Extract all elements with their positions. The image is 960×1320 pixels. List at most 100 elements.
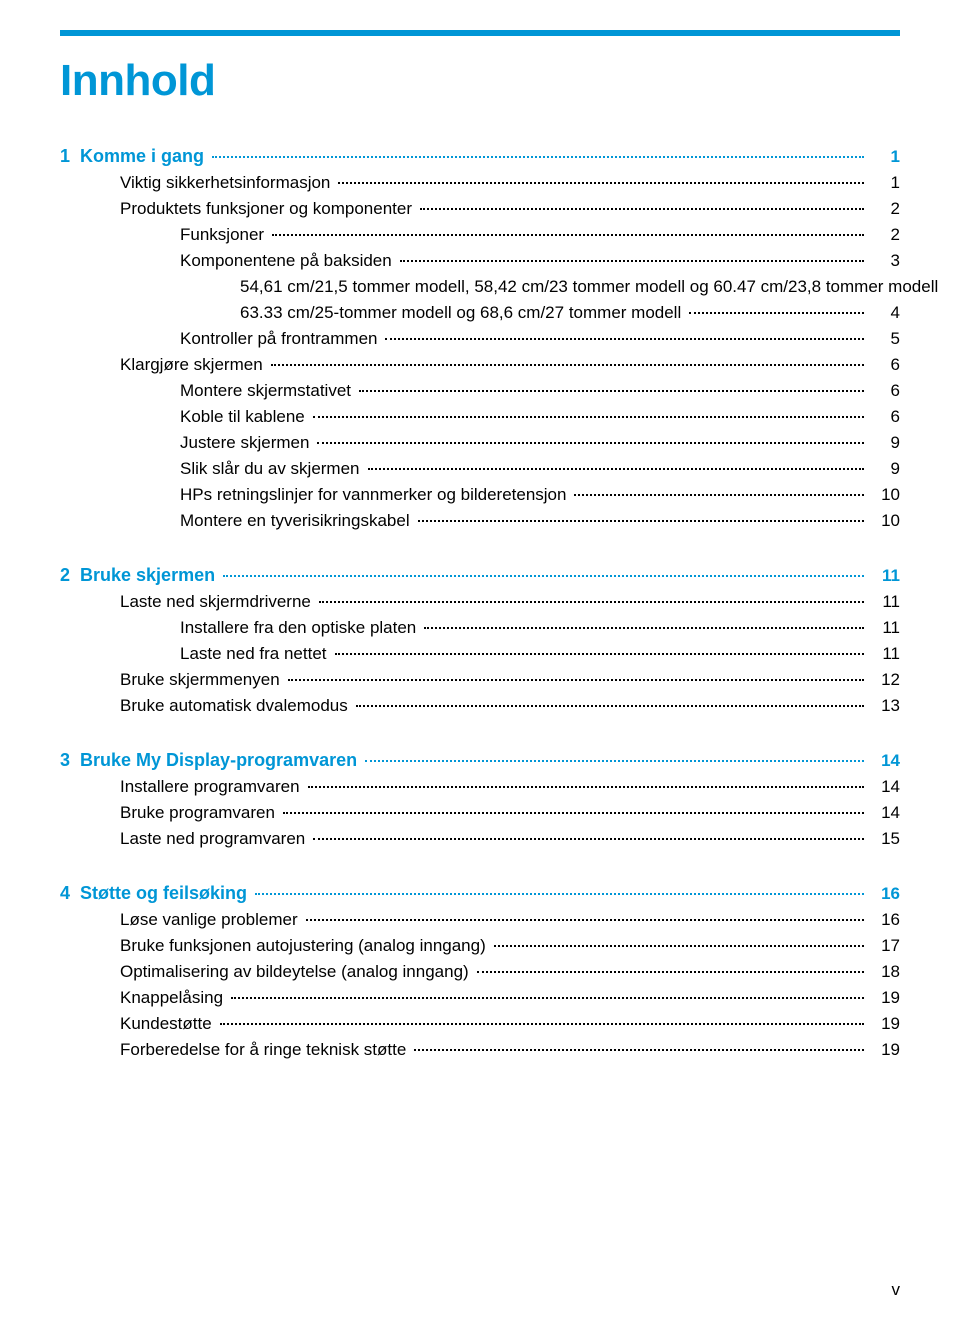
toc-entry-page: 3 <box>868 251 900 271</box>
page-number: v <box>892 1280 901 1300</box>
toc-entry-label: Viktig sikkerhetsinformasjon <box>120 173 334 193</box>
section-gap <box>60 855 900 883</box>
toc-leader-dots <box>368 468 864 470</box>
toc-entry[interactable]: Bruke skjermmenyen12 <box>60 670 900 690</box>
toc-entry[interactable]: Installere programvaren 14 <box>60 777 900 797</box>
toc-entry-label: Slik slår du av skjermen <box>180 459 364 479</box>
toc-leader-dots <box>220 1023 864 1025</box>
toc-entry[interactable]: Justere skjermen9 <box>60 433 900 453</box>
toc-entry[interactable]: Montere en tyverisikringskabel 10 <box>60 511 900 531</box>
toc-entry-page: 10 <box>868 485 900 505</box>
toc-entry-label: Knappelåsing <box>120 988 227 1008</box>
toc-entry-page: 1 <box>868 173 900 193</box>
toc-entry-label: Laste ned skjermdriverne <box>120 592 315 612</box>
toc-entry-page: 4 <box>868 303 900 323</box>
toc-entry[interactable]: Viktig sikkerhetsinformasjon 1 <box>60 173 900 193</box>
page: Innhold 1 Komme i gang1Viktig sikkerhets… <box>0 0 960 1320</box>
toc-entry-page: 17 <box>868 936 900 956</box>
toc-entry[interactable]: 54,61 cm/21,5 tommer modell, 58,42 cm/23… <box>60 277 900 297</box>
toc-section-heading[interactable]: 4 Støtte og feilsøking16 <box>60 883 900 904</box>
toc-entry-page: 15 <box>868 829 900 849</box>
toc-entry-page: 6 <box>868 381 900 401</box>
toc-entry[interactable]: 63.33 cm/25-tommer modell og 68,6 cm/27 … <box>60 303 900 323</box>
toc-entry-label: Produktets funksjoner og komponenter <box>120 199 416 219</box>
toc-leader-dots <box>385 338 864 340</box>
toc-entry-label: Montere en tyverisikringskabel <box>180 511 414 531</box>
toc-entry[interactable]: Bruke funksjonen autojustering (analog i… <box>60 936 900 956</box>
toc-entry-label: Funksjoner <box>180 225 268 245</box>
toc-section-label: 2 Bruke skjermen <box>60 565 219 586</box>
toc-leader-dots <box>400 260 864 262</box>
toc-leader-dots <box>308 786 864 788</box>
toc-entry-page: 10 <box>868 511 900 531</box>
toc-entry-page: 18 <box>868 962 900 982</box>
toc-leader-dots <box>271 364 864 366</box>
toc-entry-label: Montere skjermstativet <box>180 381 355 401</box>
toc-entry-page: 11 <box>868 592 900 612</box>
toc-entry[interactable]: Klargjøre skjermen6 <box>60 355 900 375</box>
toc-leader-dots <box>420 208 864 210</box>
toc-entry-label: 63.33 cm/25-tommer modell og 68,6 cm/27 … <box>240 303 685 323</box>
toc-entry-label: Justere skjermen <box>180 433 313 453</box>
toc-entry-label: Optimalisering av bildeytelse (analog in… <box>120 962 473 982</box>
toc-entry[interactable]: Bruke programvaren 14 <box>60 803 900 823</box>
toc-leader-dots <box>359 390 864 392</box>
toc-section-heading[interactable]: 2 Bruke skjermen11 <box>60 565 900 586</box>
toc-entry[interactable]: Laste ned programvaren 15 <box>60 829 900 849</box>
toc-entry[interactable]: Laste ned skjermdriverne 11 <box>60 592 900 612</box>
toc-entry[interactable]: Bruke automatisk dvalemodus13 <box>60 696 900 716</box>
toc-entry-page: 6 <box>868 355 900 375</box>
toc-entry-label: Bruke skjermmenyen <box>120 670 284 690</box>
toc-entry[interactable]: HPs retningslinjer for vannmerker og bil… <box>60 485 900 505</box>
toc-leader-dots <box>306 919 864 921</box>
toc-leader-dots <box>272 234 864 236</box>
toc-entry-page: 11 <box>868 644 900 664</box>
toc-entry-label: 54,61 cm/21,5 tommer modell, 58,42 cm/23… <box>240 277 942 297</box>
toc-entry[interactable]: Koble til kablene6 <box>60 407 900 427</box>
toc-entry[interactable]: Funksjoner 2 <box>60 225 900 245</box>
toc-entry-label: Kontroller på frontrammen <box>180 329 381 349</box>
toc-leader-dots <box>494 945 864 947</box>
toc-leader-dots <box>338 182 864 184</box>
toc-leader-dots <box>231 997 864 999</box>
toc-leader-dots <box>477 971 864 973</box>
toc-leader-dots <box>414 1049 864 1051</box>
toc-entry-page: 14 <box>868 803 900 823</box>
section-gap <box>60 537 900 565</box>
toc-entry[interactable]: Komponentene på baksiden3 <box>60 251 900 271</box>
toc-leader-dots <box>689 312 864 314</box>
toc-entry-label: Kundestøtte <box>120 1014 216 1034</box>
toc-entry-label: Bruke funksjonen autojustering (analog i… <box>120 936 490 956</box>
toc-entry-label: Bruke programvaren <box>120 803 279 823</box>
section-gap <box>60 1066 900 1094</box>
toc-entry[interactable]: Optimalisering av bildeytelse (analog in… <box>60 962 900 982</box>
toc-entry[interactable]: Slik slår du av skjermen9 <box>60 459 900 479</box>
toc-leader-dots <box>574 494 864 496</box>
toc-section-label: 1 Komme i gang <box>60 146 208 167</box>
toc-entry[interactable]: Kundestøtte19 <box>60 1014 900 1034</box>
toc-entry-label: Installere programvaren <box>120 777 304 797</box>
toc-entry[interactable]: Knappelåsing19 <box>60 988 900 1008</box>
toc-entry[interactable]: Kontroller på frontrammen5 <box>60 329 900 349</box>
toc-leader-dots <box>424 627 864 629</box>
toc-section-heading[interactable]: 3 Bruke My Display-programvaren14 <box>60 750 900 771</box>
toc-leader-dots <box>255 893 864 895</box>
toc-entry[interactable]: Forberedelse for å ringe teknisk støtte1… <box>60 1040 900 1060</box>
toc-leader-dots <box>288 679 864 681</box>
toc-entry[interactable]: Installere fra den optiske platen11 <box>60 618 900 638</box>
toc-leader-dots <box>313 416 864 418</box>
toc-entry-page: 2 <box>868 225 900 245</box>
toc-entry[interactable]: Laste ned fra nettet11 <box>60 644 900 664</box>
toc-entry-label: Koble til kablene <box>180 407 309 427</box>
toc-entry[interactable]: Produktets funksjoner og komponenter2 <box>60 199 900 219</box>
toc-entry-label: Laste ned programvaren <box>120 829 309 849</box>
toc-entry-page: 14 <box>868 777 900 797</box>
toc-entry-label: Bruke automatisk dvalemodus <box>120 696 352 716</box>
toc-entry-page: 3 <box>950 277 960 297</box>
toc-leader-dots <box>365 760 864 762</box>
toc-entry[interactable]: Montere skjermstativet 6 <box>60 381 900 401</box>
toc-leader-dots <box>356 705 864 707</box>
toc-entry[interactable]: Løse vanlige problemer16 <box>60 910 900 930</box>
toc-leader-dots <box>212 156 864 158</box>
toc-section-heading[interactable]: 1 Komme i gang1 <box>60 146 900 167</box>
